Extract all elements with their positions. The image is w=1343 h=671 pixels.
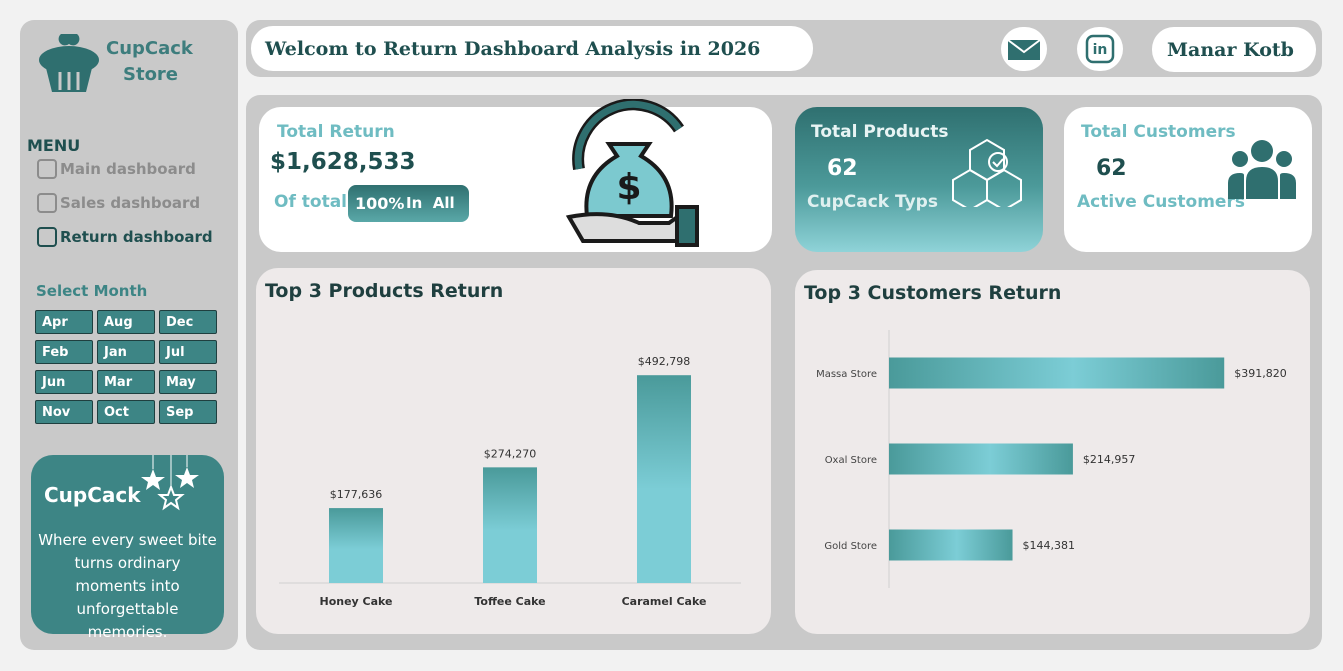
mail-button[interactable] — [1001, 27, 1047, 71]
menu-item[interactable]: Return dashboard — [36, 227, 213, 247]
y-tick-label: Massa Store — [816, 369, 877, 380]
stars-icon — [141, 455, 199, 511]
month-button[interactable]: May — [159, 370, 217, 394]
month-button[interactable]: Jun — [35, 370, 93, 394]
boxes-icon — [952, 138, 1022, 207]
svg-text:in: in — [1093, 42, 1108, 58]
data-label: $144,381 — [1023, 539, 1076, 552]
chart-title: Top 3 Products Return — [265, 280, 503, 302]
bar — [889, 529, 1013, 561]
month-button[interactable]: Feb — [35, 340, 93, 364]
kpi-value: 62 — [1096, 156, 1127, 181]
x-tick-label: Honey Cake — [319, 595, 392, 608]
menu-icon — [37, 159, 57, 179]
kpi-total-customers: Total Customers 62 Active Customers — [1064, 107, 1312, 252]
data-label: $492,798 — [638, 355, 691, 368]
user-card: Manar Kotb — [1152, 27, 1316, 72]
month-button[interactable]: Apr — [35, 310, 93, 334]
linkedin-button[interactable]: in — [1077, 27, 1123, 71]
bar — [483, 467, 537, 583]
customers-chart: Top 3 Customers Return $391,820 Massa Stor… — [804, 282, 1287, 588]
month-button[interactable]: Oct — [97, 400, 155, 424]
kpi-caption: Active Customers — [1077, 192, 1245, 212]
kpi-value: 62 — [827, 156, 858, 181]
bar — [329, 508, 383, 583]
kpi-label: Total Return — [277, 122, 395, 142]
kpi-label: Total Customers — [1081, 122, 1236, 142]
promo-card: CupCack Where every sweet bite turns ord… — [31, 455, 224, 641]
menu-item[interactable]: Sales dashboard — [36, 193, 200, 213]
y-tick-label: Oxal Store — [825, 455, 877, 466]
month-button[interactable]: Jan — [97, 340, 155, 364]
bar — [889, 443, 1073, 475]
kpi-value: $1,628,533 — [270, 149, 416, 175]
filter-title: Select Month — [36, 282, 148, 300]
share-badge: 100% In All — [348, 185, 469, 222]
customers-chart-card: Top 3 Customers Return $391,820 Massa Stor… — [795, 270, 1310, 634]
linkedin-icon: in — [1085, 34, 1115, 64]
month-button[interactable]: Sep — [159, 400, 217, 424]
month-button[interactable]: Jul — [159, 340, 217, 364]
menu-icon — [37, 193, 57, 213]
brand-name: Store — [123, 64, 179, 85]
menu-item[interactable]: Main dashboard — [36, 159, 196, 179]
menu-title: MENU — [27, 136, 81, 155]
kpi-total-products: Total Products 62 CupCack Typs — [795, 107, 1043, 252]
month-button[interactable]: Aug — [97, 310, 155, 334]
x-tick-label: Caramel Cake — [622, 595, 707, 608]
brand-name: CupCack — [106, 38, 193, 59]
kpi-caption: CupCack Typs — [807, 192, 938, 212]
menu-icon — [37, 227, 57, 247]
promo-title: CupCack — [44, 483, 141, 507]
x-tick-label: Toffee Cake — [474, 595, 545, 608]
data-label: $177,636 — [330, 488, 383, 501]
kpi-share-label: Of total — [274, 192, 347, 212]
month-button[interactable]: Dec — [159, 310, 217, 334]
mail-icon — [1007, 39, 1041, 60]
month-button[interactable]: Mar — [97, 370, 155, 394]
kpi-label: Total Products — [811, 122, 949, 142]
kpi-total-return: Total Return $1,628,533 Of total 100% In… — [259, 99, 772, 252]
bar — [637, 375, 691, 583]
promo-text: Where every sweet bite turns ordinary mo… — [38, 531, 217, 641]
svg-text:$: $ — [616, 167, 641, 208]
products-chart-card: Top 3 Products Return $177,636 Honey Cake $… — [256, 268, 771, 634]
products-chart: Top 3 Products Return $177,636 Honey Cake $… — [265, 280, 741, 608]
user-name: Manar Kotb — [1167, 39, 1294, 61]
page-title: Welcom to Return Dashboard Analysis in 2… — [265, 38, 761, 60]
people-icon — [1228, 140, 1296, 199]
data-label: $214,957 — [1083, 453, 1136, 466]
data-label: $274,270 — [484, 447, 537, 460]
data-label: $391,820 — [1234, 367, 1287, 380]
share-value: 100% — [355, 194, 405, 213]
share-suffix: In All — [406, 194, 455, 212]
chart-title: Top 3 Customers Return — [804, 282, 1061, 304]
title-card: Welcom to Return Dashboard Analysis in 2… — [251, 26, 813, 71]
bar — [889, 357, 1225, 389]
money-icon: $ — [565, 99, 699, 247]
brand-logo — [39, 34, 99, 92]
y-tick-label: Gold Store — [824, 541, 877, 552]
month-button[interactable]: Nov — [35, 400, 93, 424]
